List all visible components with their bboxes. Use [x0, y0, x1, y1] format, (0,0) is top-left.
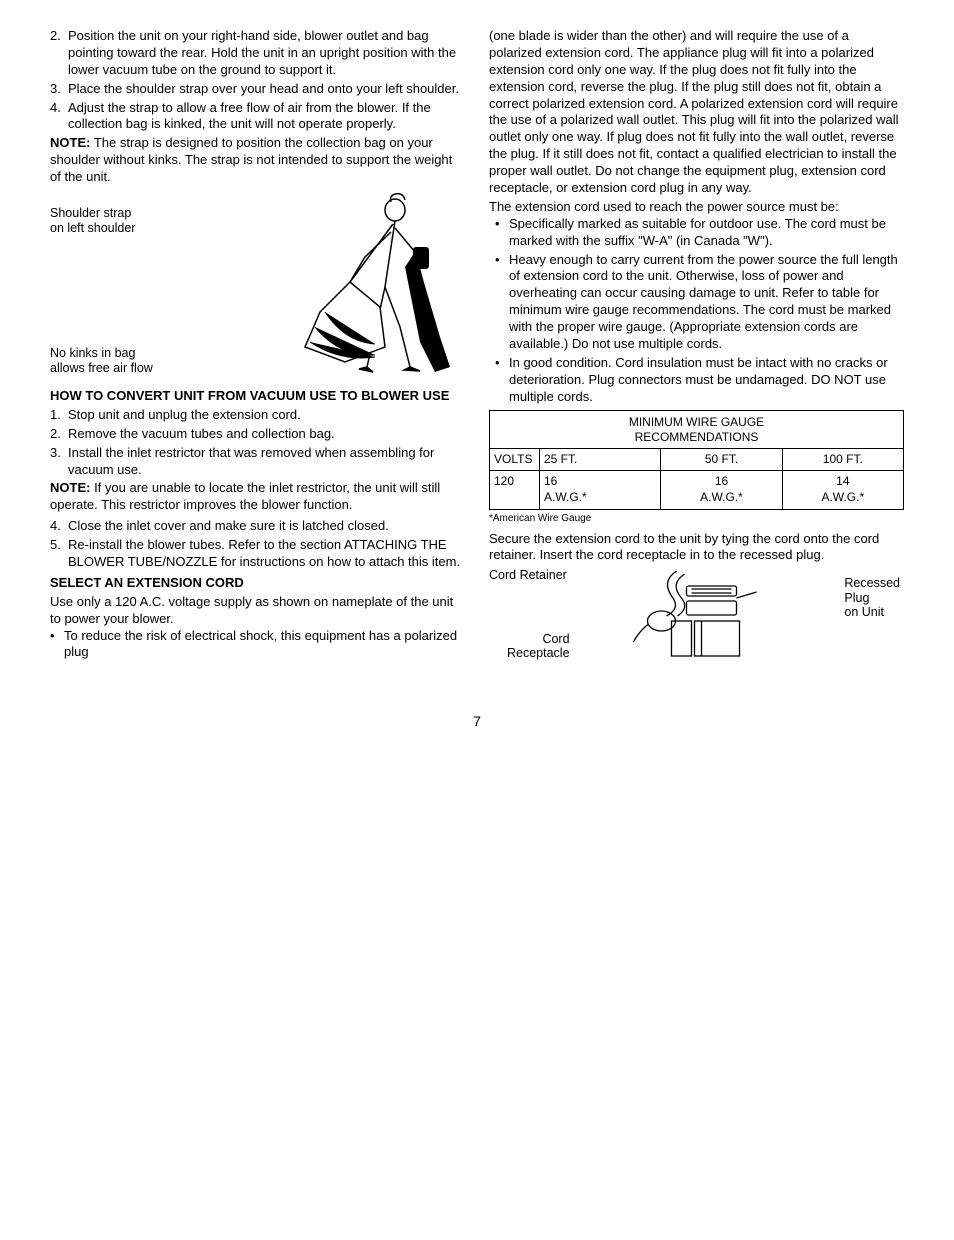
list-text: Remove the vacuum tubes and collection b… — [68, 426, 465, 443]
note-label: NOTE: — [50, 480, 90, 495]
cord-requirements-intro: The extension cord used to reach the pow… — [489, 199, 904, 216]
table-header-row: VOLTS 25 FT. 50 FT. 100 FT. — [490, 449, 903, 472]
list-number: 2. — [50, 28, 68, 79]
list-text: Place the shoulder strap over your head … — [68, 81, 465, 98]
list-number: 3. — [50, 445, 68, 479]
bullet-text: Specifically marked as suitable for outd… — [509, 216, 904, 250]
cord-requirements-list: • Specifically marked as suitable for ou… — [489, 216, 904, 406]
heading-convert: HOW TO CONVERT UNIT FROM VACUUM USE TO B… — [50, 388, 465, 405]
bullet-item: • Heavy enough to carry current from the… — [489, 252, 904, 353]
table-header-cell: 100 FT. — [783, 449, 903, 471]
cord-retainer-illustration — [489, 566, 904, 666]
left-column: 2. Position the unit on your right-hand … — [50, 28, 465, 666]
list-text: Install the inlet restrictor that was re… — [68, 445, 465, 479]
table-title-line2: RECOMMENDATIONS — [635, 430, 759, 444]
bullet-text: In good condition. Cord insulation must … — [509, 355, 904, 406]
list-text: Stop unit and unplug the extension cord. — [68, 407, 465, 424]
table-header-cell: 25 FT. — [540, 449, 661, 471]
figure-shoulder-strap: Shoulder strap on left shoulder No kinks… — [50, 192, 465, 382]
list-number: 1. — [50, 407, 68, 424]
polarized-plug-paragraph: (one blade is wider than the other) and … — [489, 28, 904, 197]
cord-intro-text: Use only a 120 A.C. voltage supply as sh… — [50, 594, 465, 628]
person-blower-illustration — [295, 192, 455, 377]
list-item: 3. Install the inlet restrictor that was… — [50, 445, 465, 479]
list-number: 2. — [50, 426, 68, 443]
note-text: If you are unable to locate the inlet re… — [50, 480, 440, 512]
table-title: MINIMUM WIRE GAUGE RECOMMENDATIONS — [490, 411, 903, 449]
table-cell: 16 A.W.G.* — [540, 471, 661, 508]
list-number: 4. — [50, 100, 68, 134]
list-text: Adjust the strap to allow a free flow of… — [68, 100, 465, 134]
note-label: NOTE: — [50, 135, 90, 150]
bullet-text: To reduce the risk of electrical shock, … — [64, 628, 465, 662]
bullet-marker: • — [495, 216, 509, 250]
table-header-cell: 50 FT. — [661, 449, 782, 471]
table-title-line1: MINIMUM WIRE GAUGE — [629, 415, 764, 429]
list-item: 4. Close the inlet cover and make sure i… — [50, 518, 465, 535]
figure-label-strap: Shoulder strap on left shoulder — [50, 206, 135, 236]
list-section-b: 1. Stop unit and unplug the extension co… — [50, 407, 465, 479]
table-cell: 16 A.W.G.* — [661, 471, 782, 508]
list-number: 3. — [50, 81, 68, 98]
table-header-cell: VOLTS — [490, 449, 540, 471]
table-cell: 14 A.W.G.* — [783, 471, 903, 508]
list-item: 2. Position the unit on your right-hand … — [50, 28, 465, 79]
bullet-item: • To reduce the risk of electrical shock… — [50, 628, 465, 662]
wire-gauge-table: MINIMUM WIRE GAUGE RECOMMENDATIONS VOLTS… — [489, 410, 904, 510]
right-column: (one blade is wider than the other) and … — [489, 28, 904, 666]
bullet-marker: • — [495, 355, 509, 406]
table-footnote: *American Wire Gauge — [489, 512, 904, 525]
figure-label-kinks: No kinks in bag allows free air flow — [50, 346, 153, 376]
bullet-marker: • — [495, 252, 509, 353]
list-section-c: 4. Close the inlet cover and make sure i… — [50, 518, 465, 571]
list-number: 5. — [50, 537, 68, 571]
bullet-item: • In good condition. Cord insulation mus… — [489, 355, 904, 406]
heading-extension-cord: SELECT AN EXTENSION CORD — [50, 575, 465, 592]
figure-cord-retainer: Cord Retainer Cord Receptacle Recessed P… — [489, 566, 904, 666]
note-b: NOTE: If you are unable to locate the in… — [50, 480, 465, 514]
page-number: 7 — [50, 712, 904, 730]
list-text: Re-install the blower tubes. Refer to th… — [68, 537, 465, 571]
page-columns: 2. Position the unit on your right-hand … — [50, 28, 904, 666]
list-item: 2. Remove the vacuum tubes and collectio… — [50, 426, 465, 443]
bullet-text: Heavy enough to carry current from the p… — [509, 252, 904, 353]
list-item: 1. Stop unit and unplug the extension co… — [50, 407, 465, 424]
list-text: Close the inlet cover and make sure it i… — [68, 518, 465, 535]
table-data-row: 120 16 A.W.G.* 16 A.W.G.* 14 A.W.G.* — [490, 471, 903, 508]
list-item: 3. Place the shoulder strap over your he… — [50, 81, 465, 98]
table-cell: 120 — [490, 471, 540, 508]
bullet-item: • Specifically marked as suitable for ou… — [489, 216, 904, 250]
list-item: 4. Adjust the strap to allow a free flow… — [50, 100, 465, 134]
list-section-a: 2. Position the unit on your right-hand … — [50, 28, 465, 133]
list-text: Position the unit on your right-hand sid… — [68, 28, 465, 79]
bullet-marker: • — [50, 628, 64, 662]
list-number: 4. — [50, 518, 68, 535]
note-a: NOTE: The strap is designed to position … — [50, 135, 465, 186]
note-text: The strap is designed to position the co… — [50, 135, 452, 184]
list-item: 5. Re-install the blower tubes. Refer to… — [50, 537, 465, 571]
secure-cord-text: Secure the extension cord to the unit by… — [489, 531, 904, 565]
